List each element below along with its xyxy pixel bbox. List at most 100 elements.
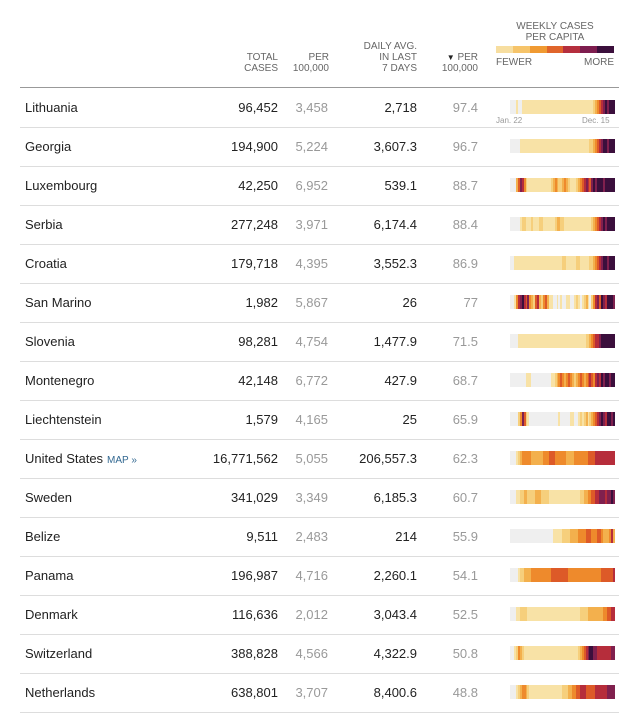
header-daily-per-100k[interactable]: ▼ PER 100,000	[418, 52, 478, 74]
sparkline-week	[597, 685, 600, 699]
legend-more-label: MORE	[584, 57, 614, 68]
sparkline-week	[556, 412, 559, 426]
sparkline-week	[562, 568, 565, 582]
header-per-100k[interactable]: PER 100,000	[269, 52, 329, 74]
sparkline-week	[604, 139, 607, 153]
total-cases: 1,982	[245, 295, 278, 310]
sparkline-week	[601, 334, 603, 348]
sparkline-week	[533, 295, 536, 309]
weekly-cases-sparkline	[510, 412, 615, 426]
sparkline-week	[533, 451, 536, 465]
sparkline-week	[591, 568, 594, 582]
sparkline-week	[570, 217, 572, 231]
sparkline-week	[599, 412, 602, 426]
sparkline-week	[521, 529, 524, 543]
sparkline-week	[510, 178, 512, 192]
sparkline-week	[541, 334, 543, 348]
sparkline-week	[542, 646, 545, 660]
map-link[interactable]: MAP »	[107, 455, 137, 466]
sparkline-week	[554, 100, 557, 114]
sparkline-week	[606, 100, 609, 114]
sparkline-week	[612, 646, 615, 660]
sparkline-week	[523, 607, 526, 621]
daily-avg-7day: 1,477.9	[373, 334, 417, 349]
sparkline-week	[603, 451, 605, 465]
sparkline-week	[606, 685, 609, 699]
sparkline-week	[572, 139, 574, 153]
sparkline-week	[560, 100, 563, 114]
sparkline-week	[544, 412, 547, 426]
sparkline-week	[556, 451, 559, 465]
sparkline-week	[564, 178, 567, 192]
sparkline-week	[542, 334, 545, 348]
sparkline-week	[511, 373, 514, 387]
sparkline-week	[603, 334, 605, 348]
sparkline-week	[573, 490, 576, 504]
sparkline-week	[558, 295, 561, 309]
sparkline-week	[577, 685, 580, 699]
sparkline-week	[527, 295, 530, 309]
sparkline-week	[585, 451, 588, 465]
sparkline-week	[595, 334, 598, 348]
sparkline-week	[570, 529, 572, 543]
weekly-cases-sparkline	[510, 373, 615, 387]
sparkline-week	[546, 295, 549, 309]
sparkline-week	[610, 451, 613, 465]
sparkline-week	[570, 607, 572, 621]
sparkline-week	[573, 295, 576, 309]
country-name: Slovenia	[25, 334, 75, 349]
sparkline-week	[556, 100, 559, 114]
sparkline-week	[550, 178, 553, 192]
sparkline-week	[581, 568, 584, 582]
sparkline-week	[523, 100, 526, 114]
daily-avg-7day: 3,552.3	[373, 256, 417, 271]
country-name-text: Panama	[25, 568, 74, 583]
sparkline-week	[589, 529, 592, 543]
sparkline-week	[513, 529, 516, 543]
sparkline-week	[581, 607, 584, 621]
sparkline-week	[515, 607, 518, 621]
sparkline-week	[608, 295, 611, 309]
sparkline-week	[601, 568, 603, 582]
daily-per-100k: 48.8	[452, 685, 478, 700]
sparkline-week	[560, 529, 563, 543]
sparkline-week	[608, 139, 611, 153]
country-name: Switzerland	[25, 646, 92, 661]
sparkline-week	[562, 139, 565, 153]
country-name: Denmark	[25, 607, 78, 622]
sparkline-week	[537, 295, 540, 309]
sparkline-week	[539, 607, 541, 621]
sparkline-week	[515, 334, 518, 348]
sparkline-week	[529, 373, 532, 387]
legend-swatch	[580, 46, 598, 53]
sparkline-week	[510, 100, 512, 114]
cases-per-100k: 5,055	[295, 451, 328, 466]
sparkline-week	[599, 568, 602, 582]
sparkline-week	[595, 490, 598, 504]
sparkline-week	[548, 217, 551, 231]
sparkline-week	[604, 178, 607, 192]
cases-per-100k: 3,458	[295, 100, 328, 115]
axis-end-label: Dec. 15	[582, 116, 610, 125]
sparkline-week	[568, 217, 571, 231]
daily-per-100k: 77	[463, 295, 478, 310]
sparkline-week	[583, 256, 586, 270]
sparkline-week	[577, 451, 580, 465]
sparkline-week	[529, 568, 532, 582]
sparkline-week	[519, 685, 522, 699]
sparkline-week	[544, 451, 547, 465]
header-total-cases[interactable]: TOTAL CASES	[218, 52, 278, 74]
sparkline-week	[521, 568, 524, 582]
sparkline-week	[599, 451, 602, 465]
header-daily-avg[interactable]: DAILY AVG. IN LAST 7 DAYS	[337, 41, 417, 74]
sparkline-week	[525, 373, 528, 387]
sparkline-week	[544, 100, 547, 114]
country-name: United States MAP »	[25, 451, 137, 466]
sparkline-week	[610, 256, 613, 270]
sparkline-week	[542, 373, 545, 387]
sparkline-week	[603, 607, 605, 621]
sparkline-week	[539, 568, 541, 582]
sparkline-week	[566, 568, 569, 582]
sparkline-week	[535, 217, 538, 231]
table-row: Sweden 341,029 3,349 6,185.3 60.7	[20, 478, 619, 518]
